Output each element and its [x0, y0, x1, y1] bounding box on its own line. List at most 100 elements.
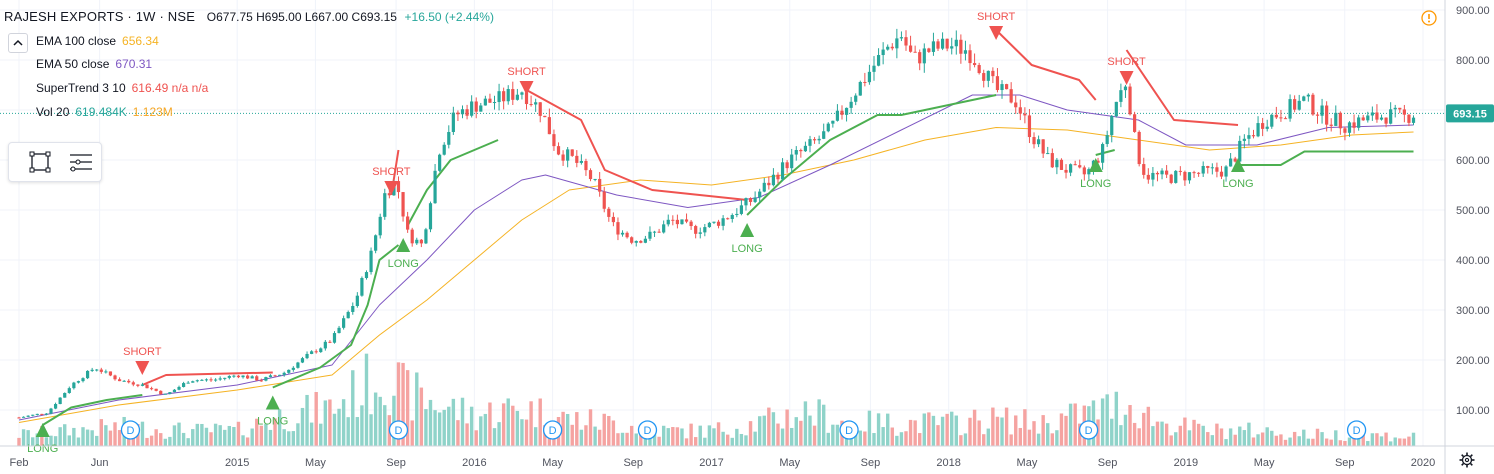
legend-collapse-button[interactable]: [8, 33, 28, 53]
volume-bar: [1311, 438, 1315, 446]
candle-body: [319, 348, 323, 353]
volume-bar: [277, 409, 282, 446]
volume-bar: [703, 437, 707, 446]
volume-bar: [785, 409, 789, 446]
candle-body: [149, 388, 154, 390]
time-tick-label: 2017: [699, 457, 723, 469]
candle-body: [625, 232, 629, 238]
candle-body: [844, 107, 849, 115]
candle-body: [529, 104, 533, 106]
volume-bar: [529, 401, 533, 446]
short-signal-label: SHORT: [123, 346, 162, 358]
candle-body: [986, 70, 990, 81]
candle-body: [1009, 89, 1013, 103]
candle-body: [588, 170, 593, 180]
indicator-supertrend[interactable]: SuperTrend 3 10 616.49 n/a n/a: [36, 79, 208, 97]
candle-body: [762, 182, 766, 192]
candle-body: [1155, 172, 1160, 175]
candle-body: [995, 76, 1000, 91]
candle-body: [726, 218, 730, 220]
time-tick-label: May: [305, 457, 326, 469]
volume-bar: [433, 410, 437, 446]
candle-body: [236, 375, 241, 378]
volume-bar: [533, 427, 538, 446]
settings-list-button[interactable]: [67, 149, 93, 175]
price-tick-label: 600.00: [1456, 155, 1490, 167]
ohlc-values: O677.75 H695.00 L667.00 C693.15: [206, 10, 397, 24]
volume-bar: [817, 399, 821, 446]
candle-body: [108, 371, 113, 376]
volume-bar: [483, 413, 488, 446]
volume-bar: [908, 419, 913, 446]
rectangle-tool-button[interactable]: [27, 149, 53, 175]
candle-body: [90, 369, 94, 371]
candle-body: [85, 370, 90, 379]
candle-body: [465, 109, 469, 116]
candle-body: [1187, 172, 1192, 181]
volume-bar: [899, 432, 904, 446]
volume-bar: [657, 436, 661, 446]
warning-icon[interactable]: [1421, 10, 1437, 26]
volume-bar: [739, 433, 744, 446]
volume-bar: [319, 423, 323, 446]
candle-body: [1320, 105, 1324, 116]
volume-bar: [104, 425, 108, 446]
volume-bar: [753, 431, 757, 446]
volume-bar: [1096, 419, 1100, 446]
candle-body: [278, 374, 282, 376]
candle-body: [49, 408, 53, 414]
volume-bar: [378, 396, 382, 446]
indicator-ema100[interactable]: EMA 100 close 656.34: [36, 32, 159, 50]
candle-body: [1160, 170, 1164, 175]
volume-bar: [597, 429, 602, 446]
candle-body: [739, 205, 744, 214]
volume-bar: [1398, 438, 1402, 446]
candle-body: [886, 46, 890, 50]
candle-body: [305, 353, 309, 359]
indicator-ema50[interactable]: EMA 50 close 670.31: [36, 55, 152, 73]
volume-bar: [895, 435, 899, 446]
volume-bar: [575, 412, 579, 446]
volume-bar: [1379, 436, 1384, 446]
candle-body: [1050, 153, 1054, 168]
volume-bar: [1411, 432, 1416, 446]
short-signal-arrow: [135, 361, 150, 375]
volume-bar: [1201, 425, 1205, 446]
candle-body: [1073, 164, 1077, 166]
candle-body: [1151, 172, 1155, 180]
candle-body: [1183, 171, 1187, 181]
candle-body: [1407, 114, 1411, 123]
candle-body: [1133, 114, 1137, 132]
candle-body: [707, 222, 711, 228]
volume-bar: [982, 434, 986, 446]
symbol-name[interactable]: RAJESH EXPORTS · 1W · NSE: [4, 9, 196, 24]
indicator-volume[interactable]: Vol 20 619.484K 1.123M: [36, 103, 173, 121]
volume-bar: [771, 412, 776, 446]
volume-bar: [1146, 406, 1151, 446]
candle-body: [291, 367, 295, 370]
volume-bar: [113, 422, 117, 446]
candle-body: [1110, 116, 1114, 136]
volume-bar: [1292, 431, 1297, 446]
volume-bar: [593, 426, 597, 446]
gear-icon[interactable]: [1459, 452, 1475, 468]
candle-body: [1247, 135, 1251, 139]
candle-body: [1078, 165, 1082, 168]
volume-bar: [1329, 439, 1333, 446]
candle-body: [977, 65, 981, 74]
candle-body: [881, 49, 885, 56]
volume-bar: [95, 435, 99, 446]
volume-bar: [584, 425, 588, 446]
candle-body: [826, 123, 830, 132]
time-tick-label: Feb: [10, 457, 29, 469]
volume-bar: [1009, 434, 1013, 446]
volume-bar: [1155, 421, 1160, 446]
candle-body: [35, 413, 39, 415]
candle-body: [159, 390, 163, 395]
dividend-label: D: [394, 425, 402, 437]
indicator-name: EMA 100 close: [36, 34, 117, 48]
volume-bar: [1032, 421, 1036, 446]
volume-bar: [1256, 434, 1260, 446]
volume-bar: [1334, 430, 1338, 446]
